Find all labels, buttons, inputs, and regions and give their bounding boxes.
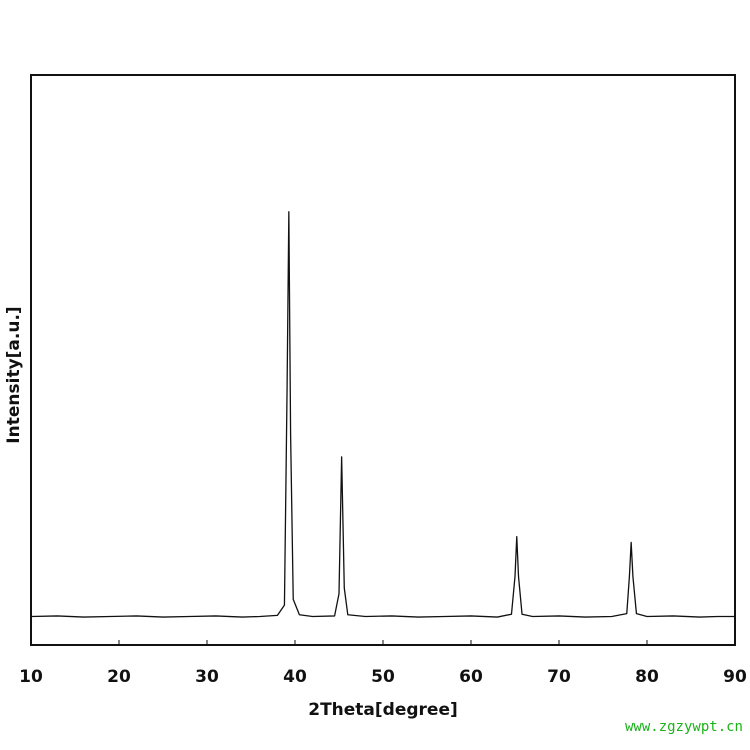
y-axis-label: Intensity[a.u.] [4,306,24,443]
x-tick-label: 50 [371,667,395,687]
xrd-line [30,211,735,618]
x-tick-label: 30 [195,667,219,687]
x-tick-label: 90 [723,667,747,687]
plot-frame [30,74,736,646]
x-tick-label: 10 [19,667,43,687]
x-tick-label: 70 [547,667,571,687]
x-tick-label: 60 [459,667,483,687]
watermark: www.zgzywpt.cn [625,719,743,735]
x-tick-label: 20 [107,667,131,687]
x-tick-label: 40 [283,667,307,687]
x-axis-label: 2Theta[degree] [308,700,458,720]
x-tick-label: 80 [635,667,659,687]
